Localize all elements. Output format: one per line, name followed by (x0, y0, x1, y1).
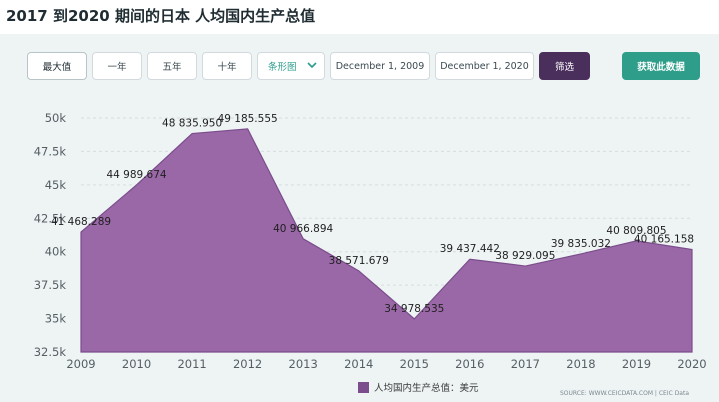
y-tick-label: 47.5k (34, 144, 67, 158)
y-tick-label: 50k (45, 111, 67, 125)
x-tick-label: 2015 (400, 357, 429, 371)
x-tick-label: 2020 (677, 357, 706, 371)
end-date-input[interactable]: December 1, 2020 (435, 52, 534, 80)
chevron-down-icon (307, 62, 317, 69)
y-tick-label: 42.5k (34, 211, 67, 225)
y-tick-label: 37.5k (34, 278, 67, 292)
start-date-input[interactable]: December 1, 2009 (330, 52, 430, 80)
data-label: 39 437.442 (440, 243, 500, 255)
one-year-button[interactable]: 一年 (92, 52, 142, 80)
data-label: 40 966.894 (273, 223, 333, 235)
source-note: SOURCE: WWW.CEICDATA.COM | CEIC Data (560, 390, 690, 397)
chart-type-label: 条形图 (268, 62, 297, 73)
data-label: 44 989.674 (106, 169, 166, 181)
data-label: 49 185.555 (218, 113, 278, 125)
y-tick-label: 35k (45, 312, 67, 326)
data-label: 38 571.679 (329, 255, 389, 267)
data-label: 40 809.805 (606, 225, 666, 237)
x-axis-ticks: 2009 2010 2011 2012 2013 2014 2015 2016 2017 2018… (66, 357, 706, 371)
data-label: 41 468.289 (51, 216, 111, 228)
x-tick-label: 2018 (566, 357, 595, 371)
x-tick-label: 2019 (622, 357, 651, 371)
y-tick-label: 32.5k (34, 345, 67, 359)
data-label: 39 835.032 (551, 238, 611, 250)
x-tick-label: 2011 (177, 357, 206, 371)
y-tick-label: 45k (45, 178, 67, 192)
legend-swatch (358, 381, 369, 393)
x-tick-label: 2012 (233, 357, 262, 371)
five-year-button[interactable]: 五年 (147, 52, 197, 80)
data-label: 34 978.535 (384, 303, 444, 315)
data-label: 48 835.950 (162, 118, 222, 130)
page-title: 2017 到2020 期间的日本 人均国内生产总值 (6, 7, 316, 25)
x-tick-label: 2017 (511, 357, 540, 371)
y-axis-ticks: 32.5k 35k 37.5k 40k 42.5k 45k 47.5k 50k (34, 111, 67, 359)
legend[interactable]: 人均国内生产总值：美元 (358, 380, 479, 394)
data-label: 38 929.095 (495, 250, 555, 262)
area-series-fill (80, 128, 693, 353)
data-label: 40 165.158 (634, 234, 694, 246)
y-tick-label: 40k (45, 245, 67, 259)
x-tick-label: 2013 (289, 357, 318, 371)
x-tick-label: 2010 (122, 357, 151, 371)
filter-button[interactable]: 筛选 (539, 52, 590, 80)
x-tick-label: 2016 (455, 357, 484, 371)
legend-label: 人均国内生产总值：美元 (374, 383, 479, 394)
max-range-button[interactable]: 最大值 (27, 52, 87, 80)
x-tick-label: 2009 (66, 357, 95, 371)
fetch-data-button[interactable]: 获取此数据 (622, 52, 700, 80)
chart-type-select[interactable]: 条形图 (257, 52, 325, 80)
ten-year-button[interactable]: 十年 (202, 52, 252, 80)
x-tick-label: 2014 (344, 357, 373, 371)
